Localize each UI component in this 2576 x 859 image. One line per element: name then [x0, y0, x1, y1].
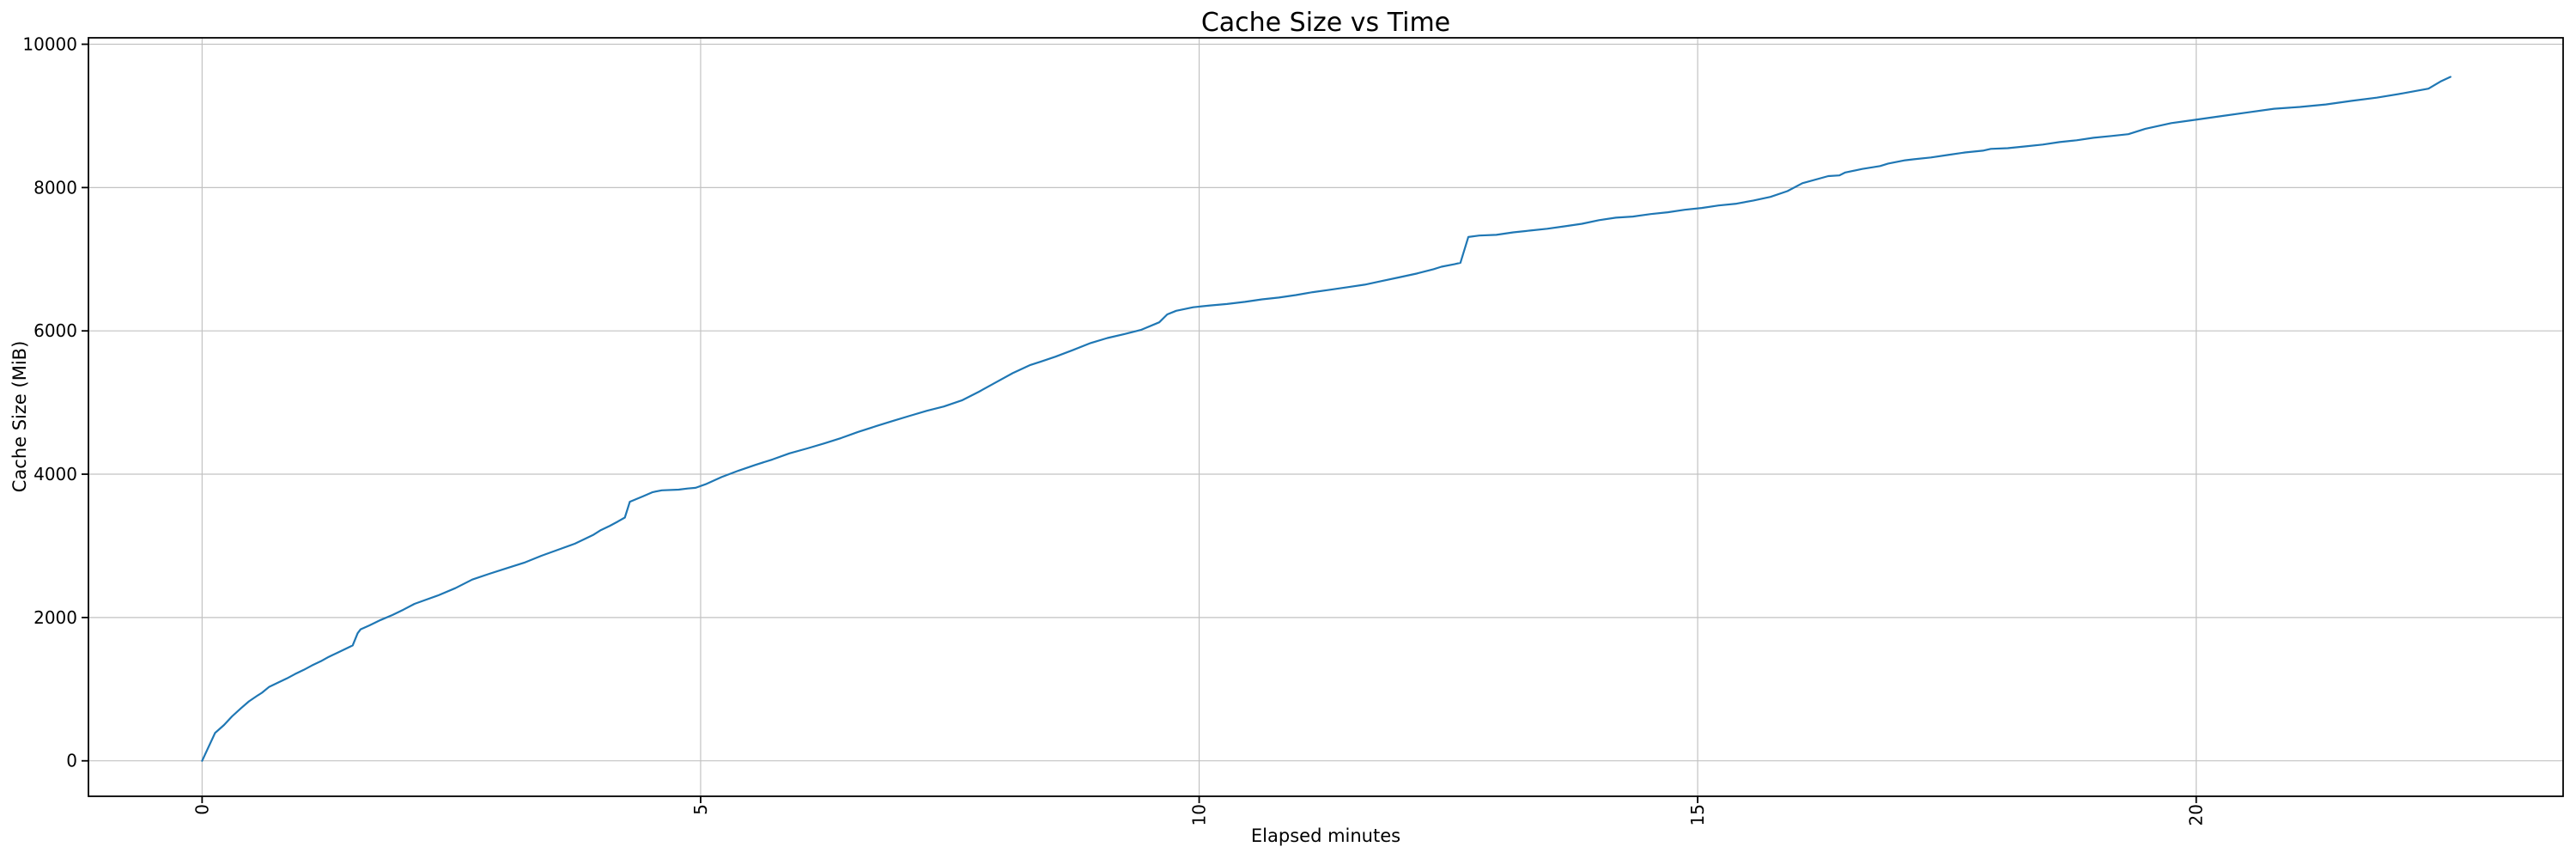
y-tick-label: 2000 — [33, 607, 77, 628]
y-tick-label: 10000 — [22, 34, 77, 55]
x-tick-label: 0 — [191, 804, 212, 815]
grid-lines — [88, 38, 2563, 796]
x-axis-label: Elapsed minutes — [1251, 825, 1400, 846]
axes — [82, 37, 2564, 803]
x-tick-label: 5 — [690, 804, 711, 815]
y-tick-label: 4000 — [33, 464, 77, 484]
y-tick-label: 0 — [66, 751, 77, 771]
x-tick-label: 10 — [1189, 804, 1210, 825]
y-tick-label: 8000 — [33, 177, 77, 198]
cache-size-line — [201, 76, 2451, 762]
y-axis-label: Cache Size (MiB) — [9, 341, 30, 493]
data-series — [201, 76, 2451, 762]
plot-border — [88, 37, 2564, 797]
chart-title: Cache Size vs Time — [1201, 8, 1450, 38]
tick-labels: 0 5 10 15 20 0 2000 4000 6000 8000 10000 — [22, 34, 2206, 826]
x-tick-label: 20 — [2186, 804, 2207, 825]
x-tick-label: 15 — [1687, 804, 1708, 825]
y-tick-label: 6000 — [33, 320, 77, 341]
